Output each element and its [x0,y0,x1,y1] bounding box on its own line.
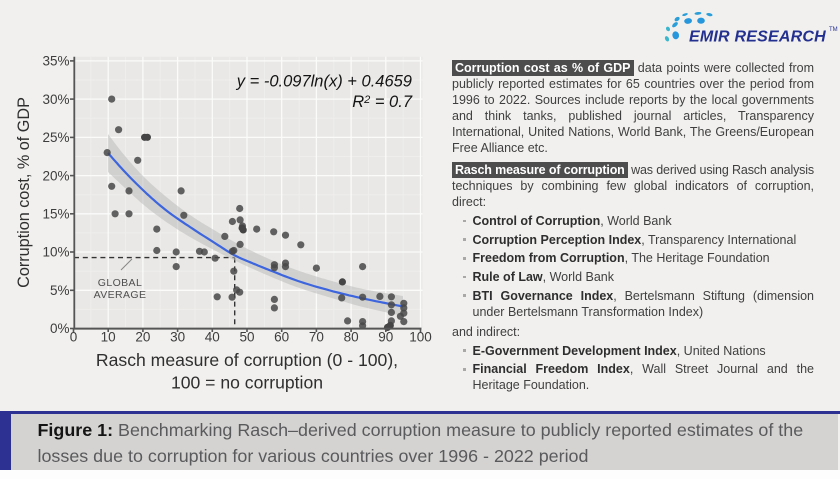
svg-text:5%: 5% [50,283,70,298]
svg-text:100: 100 [409,330,432,345]
svg-text:50: 50 [239,330,254,345]
svg-text:EMIR RESEARCH: EMIR RESEARCH [689,29,826,46]
svg-text:20%: 20% [42,168,69,183]
svg-text:20: 20 [135,330,150,345]
svg-text:15%: 15% [42,207,69,222]
svg-text:30%: 30% [42,92,69,107]
svg-text:0%: 0% [50,321,70,336]
svg-text:R2 = 0.7: R2 = 0.7 [352,93,413,111]
svg-text:0: 0 [70,330,78,345]
svg-text:10%: 10% [42,245,69,260]
svg-text:25%: 25% [42,130,69,145]
svg-text:100 = no corruption: 100 = no corruption [171,373,323,393]
svg-text:90: 90 [378,330,393,345]
svg-text:Corruption cost, % of GDP: Corruption cost, % of GDP [15,97,33,288]
svg-text:40: 40 [205,330,220,345]
svg-text:60: 60 [274,330,289,345]
svg-text:10: 10 [101,330,116,345]
svg-text:80: 80 [344,330,359,345]
svg-text:TM: TM [829,27,838,33]
svg-text:70: 70 [309,330,324,345]
svg-text:GLOBAL: GLOBAL [98,277,142,289]
svg-text:Rasch measure of corruption (0: Rasch measure of corruption (0 - 100), [96,350,398,370]
svg-text:35%: 35% [42,54,69,69]
svg-text:AVERAGE: AVERAGE [94,289,147,301]
svg-text:y = -0.097ln(x) + 0.4659: y = -0.097ln(x) + 0.4659 [236,73,412,91]
svg-text:30: 30 [170,330,185,345]
